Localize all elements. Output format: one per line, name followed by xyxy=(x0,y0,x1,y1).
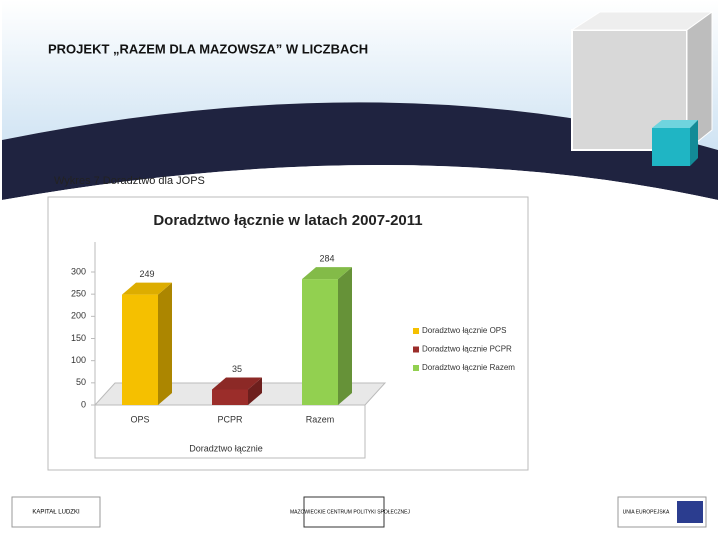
logo-text: UNIA EUROPEJSKA xyxy=(623,509,670,515)
legend-label: Doradztwo łącznie OPS xyxy=(422,326,506,335)
legend-label: Doradztwo łącznie Razem xyxy=(422,363,515,372)
bar-top xyxy=(302,267,352,280)
y-tick-label: 0 xyxy=(81,399,86,409)
value-label: 249 xyxy=(139,269,154,279)
value-label: 35 xyxy=(232,364,242,374)
bar xyxy=(212,389,248,405)
x-tick-label: OPS xyxy=(130,414,149,424)
y-tick-label: 300 xyxy=(71,266,86,276)
bar xyxy=(122,294,158,405)
footer: KAPITAŁ LUDZKI MAZOWIECKIE CENTRUM POLIT… xyxy=(11,496,707,528)
legend-swatch xyxy=(413,346,419,353)
caption: Wykres 7 Doradztwo dla JOPS xyxy=(54,175,205,187)
bar-side xyxy=(338,267,352,405)
bar xyxy=(302,279,338,405)
y-tick-label: 250 xyxy=(71,289,86,299)
y-tick-label: 150 xyxy=(71,333,86,343)
y-tick-label: 100 xyxy=(71,355,86,365)
logo-text: MAZOWIECKIE CENTRUM POLITYKI SPOŁECZNEJ xyxy=(290,509,411,515)
logo-text: KAPITAŁ LUDZKI xyxy=(32,510,80,516)
bar-side xyxy=(158,282,172,405)
value-label: 284 xyxy=(319,253,334,263)
navy-band xyxy=(2,102,718,200)
bar-top xyxy=(122,282,172,295)
x-axis-label: Doradztwo łącznie xyxy=(189,443,263,453)
legend-swatch xyxy=(413,328,419,334)
x-tick-label: Razem xyxy=(306,414,335,424)
bar-side xyxy=(248,377,262,405)
bar-top xyxy=(212,377,262,390)
y-tick-label: 50 xyxy=(76,377,86,387)
axis-frame xyxy=(94,242,366,459)
legend-label: Doradztwo łącznie PCPR xyxy=(422,345,512,354)
x-tick-label: PCPR xyxy=(217,414,243,424)
legend-swatch xyxy=(413,365,419,371)
chart-title: Doradztwo łącznie w latach 2007-2011 xyxy=(153,212,422,229)
slide-title: PROJEKT „RAZEM DLA MAZOWSZA” W LICZBACH xyxy=(48,41,368,56)
cube-graphic xyxy=(570,11,714,166)
y-tick-label: 200 xyxy=(71,311,86,321)
top-band xyxy=(2,0,718,150)
